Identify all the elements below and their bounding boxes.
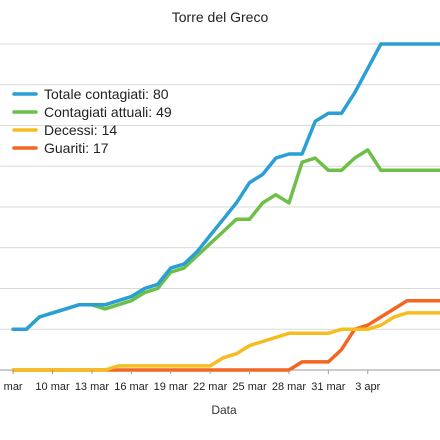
- x-tick-label: mar: [4, 381, 23, 393]
- legend-entry: Decessi: 14: [44, 122, 117, 138]
- x-tick-label: 13 mar: [75, 381, 110, 393]
- series-line-2: [13, 150, 440, 329]
- legend-entry: Contagiati attuali: 49: [44, 104, 172, 120]
- x-tick-label: 19 mar: [154, 381, 189, 393]
- x-tick-label: 16 mar: [114, 381, 149, 393]
- x-tick-label: 3 apr: [355, 381, 380, 393]
- x-tick-label: 25 mar: [232, 381, 267, 393]
- legend-entry: Guariti: 17: [44, 140, 109, 156]
- x-tick-label: 28 mar: [272, 381, 307, 393]
- x-tick-label: 10 mar: [35, 381, 70, 393]
- chart-title: Torre del Greco: [172, 9, 269, 25]
- x-tick-label: 22 mar: [193, 381, 228, 393]
- legend-entry: Totale contagiati: 80: [44, 86, 169, 102]
- legend: Totale contagiati: 80 Contagiati attuali:…: [14, 86, 172, 156]
- series-line-4: [13, 301, 440, 370]
- x-tick-labels: mar 10 mar 13 mar 16 mar 19 mar 22 mar 25 mar 2…: [4, 370, 381, 393]
- x-axis-label: Data: [211, 403, 237, 417]
- x-tick-label: 31 mar: [311, 381, 346, 393]
